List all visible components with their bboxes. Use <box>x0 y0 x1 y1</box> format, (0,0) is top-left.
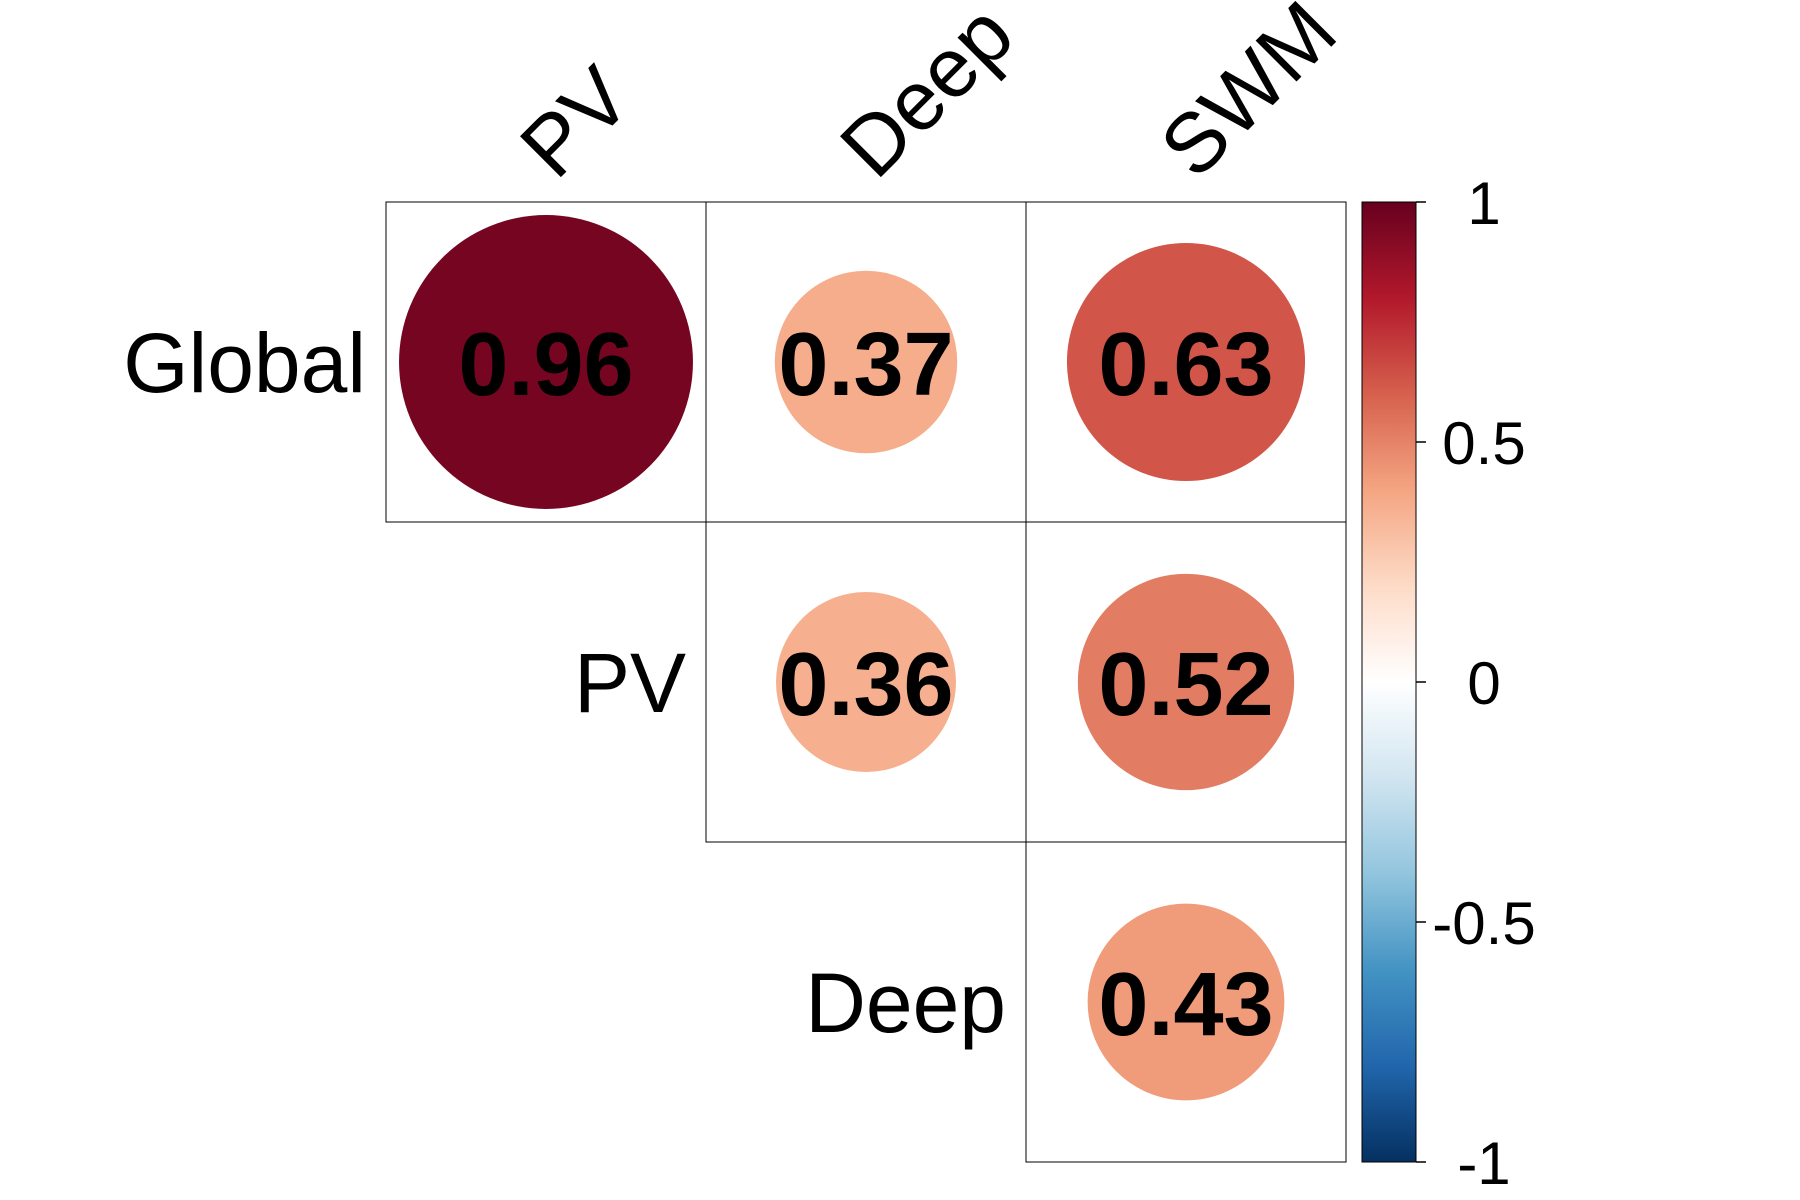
column-label-deep: Deep <box>822 0 1030 195</box>
correlation-value-label: 0.36 <box>778 635 953 735</box>
colorbar: 1 0.5 0 -0.5 -1 <box>1361 170 1536 1197</box>
correlation-circle <box>1066 242 1306 482</box>
row-label-pv: PV <box>574 636 686 730</box>
correlation-circle <box>776 592 956 772</box>
colorbar-tick-label: 0 <box>1467 650 1500 717</box>
cell-global-swm: 0.63 <box>1025 201 1347 523</box>
cell-box <box>1025 841 1347 1163</box>
correlation-value-label: 0.96 <box>458 315 633 415</box>
colorbar-tick-label: 1 <box>1467 170 1500 237</box>
correlation-value-label: 0.43 <box>1098 955 1273 1055</box>
cell-pv-swm: 0.52 <box>1025 521 1347 843</box>
column-label-swm: SWM <box>1142 0 1354 195</box>
row-label-global: Global <box>123 316 366 410</box>
column-label-pv: PV <box>502 49 648 195</box>
correlation-circle <box>1077 573 1295 791</box>
column-labels: PV Deep SWM <box>502 0 1354 195</box>
row-labels: Global PV Deep <box>123 316 1006 1050</box>
correlation-value-label: 0.37 <box>778 315 953 415</box>
correlation-value-label: 0.52 <box>1098 635 1273 735</box>
colorbar-gradient <box>1362 202 1416 1162</box>
cell-deep-swm: 0.43 <box>1025 841 1347 1163</box>
correlation-circle <box>1087 903 1285 1101</box>
row-label-deep: Deep <box>805 956 1006 1050</box>
correlation-value-label: 0.63 <box>1098 315 1273 415</box>
cell-pv-deep: 0.36 <box>705 521 1027 843</box>
correlation-circle <box>774 270 958 454</box>
correlation-grid: 0.96 0.37 0.63 0.36 0.52 0.43 <box>385 201 1347 1163</box>
colorbar-tick-label: -0.5 <box>1432 890 1535 957</box>
cell-global-pv: 0.96 <box>385 201 707 523</box>
colorbar-tick-label: -1 <box>1457 1130 1510 1197</box>
cell-global-deep: 0.37 <box>705 201 1027 523</box>
colorbar-tick-label: 0.5 <box>1442 410 1525 477</box>
correlation-circle <box>399 215 693 509</box>
